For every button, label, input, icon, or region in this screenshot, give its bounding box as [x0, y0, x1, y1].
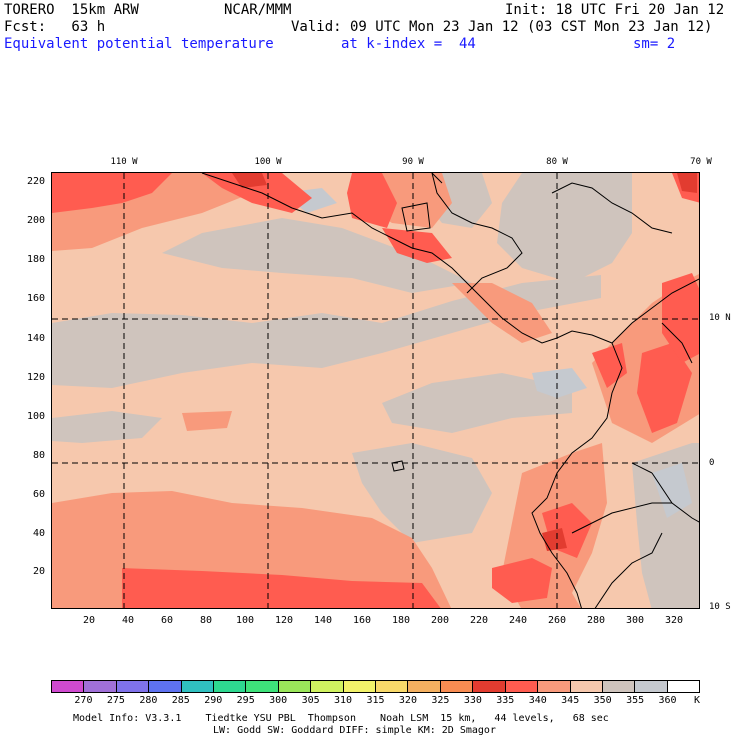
legend-label: 340 [528, 695, 547, 706]
legend-swatch [246, 681, 279, 692]
y-tick: 120 [26, 372, 45, 383]
legend-swatch [181, 681, 215, 692]
x-tick: 180 [391, 615, 411, 626]
legend-label: 295 [236, 695, 255, 706]
legend-swatch [149, 681, 182, 692]
y-tick: 200 [26, 215, 45, 226]
level-index: at k-index = 44 [341, 36, 476, 52]
legend-swatch [376, 681, 409, 692]
legend-swatch [505, 681, 539, 692]
lon-label-100w: 100 W [254, 157, 282, 167]
legend-label: 280 [139, 695, 158, 706]
x-tick: 300 [625, 615, 645, 626]
legend-swatch [116, 681, 150, 692]
y-tick: 80 [32, 450, 45, 461]
legend-swatch [440, 681, 474, 692]
legend-swatch [473, 681, 506, 692]
valid-time: Valid: 09 UTC Mon 23 Jan 12 (03 CST Mon … [291, 19, 713, 35]
x-tick: 60 [160, 615, 174, 626]
legend-label: 300 [269, 695, 288, 706]
lon-label-70w: 70 W [690, 157, 712, 167]
legend-label: 335 [496, 695, 515, 706]
model-info-line2: LW: Godd SW: Goddard DIFF: simple KM: 2D… [213, 725, 496, 736]
x-tick: 260 [547, 615, 567, 626]
legend-swatch [214, 681, 247, 692]
y-tick: 160 [26, 293, 45, 304]
legend-unit: K [693, 695, 701, 706]
lon-label-110w: 110 W [110, 157, 138, 167]
lon-label-90w: 90 W [402, 157, 424, 167]
legend-swatch [538, 681, 571, 692]
map-canvas [52, 173, 699, 608]
forecast-hour: Fcst: 63 h [4, 19, 106, 35]
coastlines [201, 173, 699, 608]
lon-label-80w: 80 W [546, 157, 568, 167]
legend-label: 355 [626, 695, 645, 706]
x-tick: 220 [469, 615, 489, 626]
legend-swatch [570, 681, 603, 692]
y-tick: 100 [26, 411, 45, 422]
y-tick: 140 [26, 333, 45, 344]
legend-label: 360 [658, 695, 677, 706]
color-legend-bar [51, 680, 700, 693]
x-tick: 320 [664, 615, 684, 626]
y-tick: 180 [26, 254, 45, 265]
y-tick: 220 [26, 176, 45, 187]
dark-red-patches [232, 173, 697, 551]
x-tick: 20 [82, 615, 96, 626]
legend-label: 325 [431, 695, 450, 706]
legend-swatch [278, 681, 312, 692]
legend-label: 320 [398, 695, 417, 706]
legend-swatch [635, 681, 668, 692]
model-info-line1: Model Info: V3.3.1 Tiedtke YSU PBL Thomp… [73, 713, 609, 724]
theta-e-map [51, 172, 700, 609]
legend-swatch [84, 681, 117, 692]
x-tick: 80 [199, 615, 213, 626]
x-tick: 120 [274, 615, 294, 626]
lat-label-10n: 10 N [709, 313, 731, 323]
legend-label: 290 [204, 695, 223, 706]
x-tick: 240 [508, 615, 528, 626]
legend-swatch [667, 681, 700, 692]
legend-label: 305 [301, 695, 320, 706]
legend-label: 315 [366, 695, 385, 706]
x-tick: 100 [235, 615, 255, 626]
legend-swatch [343, 681, 377, 692]
legend-swatch [52, 681, 85, 692]
legend-label: 285 [171, 695, 190, 706]
field-name: Equivalent potential temperature [4, 36, 274, 52]
legend-label: 350 [593, 695, 612, 706]
legend-swatch [408, 681, 441, 692]
x-tick: 280 [586, 615, 606, 626]
legend-swatch [602, 681, 636, 692]
latlon-grid [52, 173, 699, 608]
legend-label: 275 [106, 695, 125, 706]
x-tick: 40 [121, 615, 135, 626]
legend-label: 345 [561, 695, 580, 706]
legend-swatch [311, 681, 344, 692]
organization: NCAR/MMM [224, 2, 292, 18]
y-tick: 20 [32, 566, 45, 577]
legend-label: 330 [463, 695, 482, 706]
lat-label-equator: 0 [709, 458, 715, 468]
x-tick: 140 [313, 615, 333, 626]
model-title: TORERO 15km ARW [4, 2, 139, 18]
x-tick: 200 [430, 615, 450, 626]
y-tick: 40 [32, 528, 45, 539]
legend-label: 310 [334, 695, 353, 706]
lat-label-10s: 10 S [709, 602, 731, 612]
x-tick: 160 [352, 615, 372, 626]
y-tick: 60 [32, 489, 45, 500]
init-time: Init: 18 UTC Fri 20 Jan 12 [505, 2, 725, 18]
smoothing: sm= 2 [633, 36, 676, 52]
legend-label: 270 [74, 695, 93, 706]
